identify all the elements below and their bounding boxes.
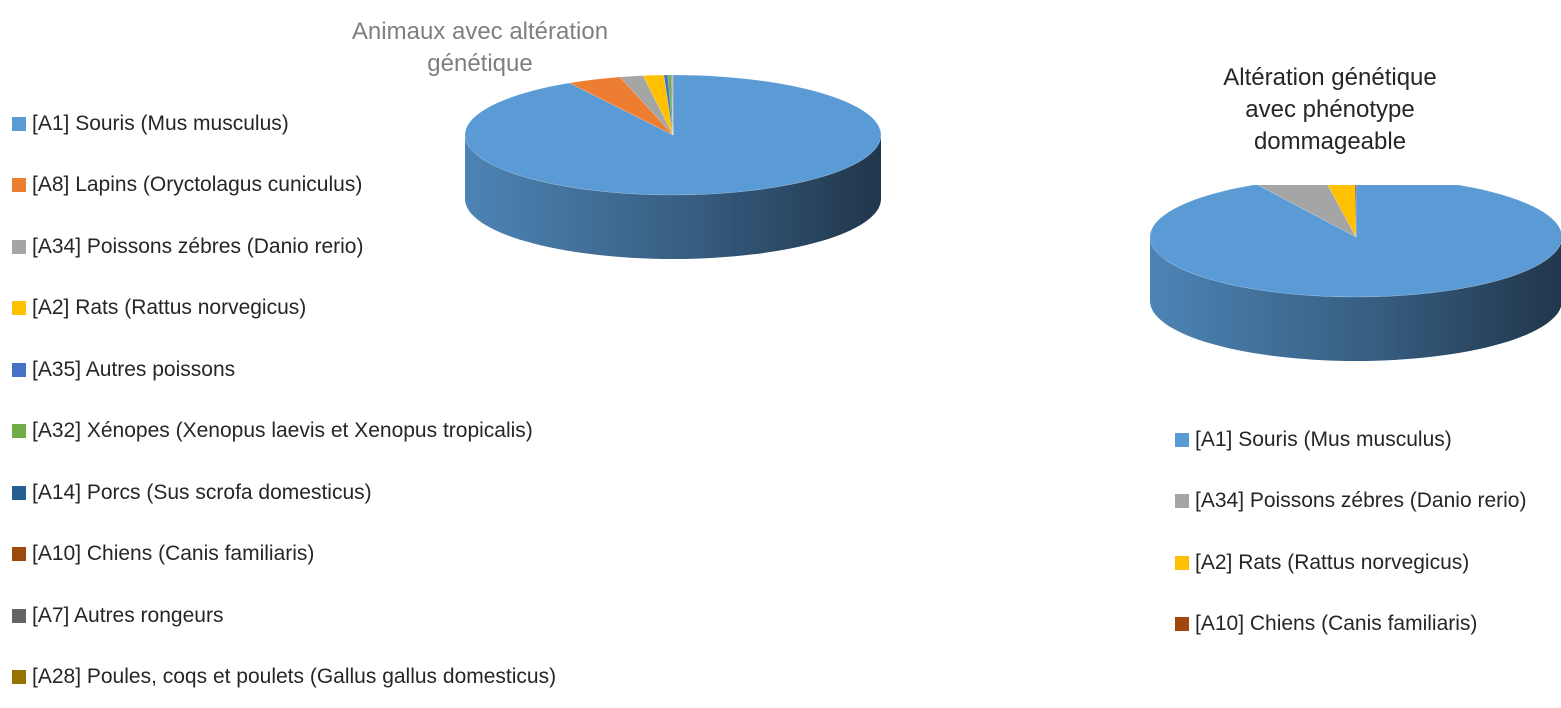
title-line: Altération génétique bbox=[1223, 64, 1437, 91]
legend-item: [A34] Poissons zébres (Danio rerio) bbox=[12, 216, 556, 278]
legend-label: [A10] Chiens (Canis familiaris) bbox=[32, 542, 314, 566]
legend-label: [A14] Porcs (Sus scrofa domesticus) bbox=[32, 481, 372, 505]
legend-item: [A14] Porcs (Sus scrofa domesticus) bbox=[12, 462, 556, 524]
legend: [A1] Souris (Mus musculus) [A34] Poissons… bbox=[1175, 409, 1526, 655]
chart-title: Altération génétique avec phénotype domm… bbox=[1150, 62, 1510, 158]
legend-item: [A2] Rats (Rattus norvegicus) bbox=[12, 278, 556, 340]
legend-label: [A8] Lapins (Oryctolagus cuniculus) bbox=[32, 173, 362, 197]
legend-label: [A28] Poules, coqs et poulets (Gallus ga… bbox=[32, 665, 556, 689]
chart-title: Animaux avec altération génétique bbox=[290, 16, 670, 80]
legend-swatch bbox=[12, 609, 26, 623]
legend-label: [A2] Rats (Rattus norvegicus) bbox=[1195, 551, 1469, 575]
legend-swatch bbox=[1175, 556, 1189, 570]
legend-swatch bbox=[12, 301, 26, 315]
title-line: génétique bbox=[427, 50, 532, 77]
legend-item: [A34] Poissons zébres (Danio rerio) bbox=[1175, 471, 1526, 533]
legend-item: [A10] Chiens (Canis familiaris) bbox=[12, 524, 556, 586]
legend-swatch bbox=[12, 547, 26, 561]
legend-swatch bbox=[12, 486, 26, 500]
legend-label: [A10] Chiens (Canis familiaris) bbox=[1195, 612, 1477, 636]
legend-label: [A34] Poissons zébres (Danio rerio) bbox=[32, 235, 363, 259]
legend-swatch bbox=[12, 363, 26, 377]
legend-label: [A34] Poissons zébres (Danio rerio) bbox=[1195, 489, 1526, 513]
legend-label: [A1] Souris (Mus musculus) bbox=[32, 112, 289, 136]
legend-item: [A10] Chiens (Canis familiaris) bbox=[1175, 594, 1526, 656]
legend-label: [A7] Autres rongeurs bbox=[32, 604, 223, 628]
legend-label: [A32] Xénopes (Xenopus laevis et Xenopus… bbox=[32, 419, 533, 443]
legend-label: [A35] Autres poissons bbox=[32, 358, 235, 382]
legend-swatch bbox=[1175, 433, 1189, 447]
legend-swatch bbox=[12, 117, 26, 131]
legend-item: [A8] Lapins (Oryctolagus cuniculus) bbox=[12, 155, 556, 217]
legend-swatch bbox=[1175, 494, 1189, 508]
legend-label: [A1] Souris (Mus musculus) bbox=[1195, 428, 1452, 452]
legend-swatch bbox=[12, 424, 26, 438]
legend-label: [A2] Rats (Rattus norvegicus) bbox=[32, 296, 306, 320]
title-line: dommageable bbox=[1254, 128, 1406, 155]
legend-swatch bbox=[1175, 617, 1189, 631]
legend-item: [A32] Xénopes (Xenopus laevis et Xenopus… bbox=[12, 401, 556, 463]
legend: [A1] Souris (Mus musculus) [A8] Lapins (O… bbox=[12, 93, 556, 708]
title-line: Animaux avec altération bbox=[352, 18, 608, 45]
legend-item: [A2] Rats (Rattus norvegicus) bbox=[1175, 532, 1526, 594]
legend-item: [A28] Poules, coqs et poulets (Gallus ga… bbox=[12, 647, 556, 708]
legend-swatch bbox=[12, 240, 26, 254]
legend-swatch bbox=[12, 178, 26, 192]
pie-chart-2 bbox=[1140, 185, 1561, 385]
legend-item: [A1] Souris (Mus musculus) bbox=[1175, 409, 1526, 471]
legend-item: [A35] Autres poissons bbox=[12, 339, 556, 401]
title-line: avec phénotype bbox=[1245, 96, 1414, 123]
legend-item: [A7] Autres rongeurs bbox=[12, 585, 556, 647]
legend-swatch bbox=[12, 670, 26, 684]
legend-item: [A1] Souris (Mus musculus) bbox=[12, 93, 556, 155]
